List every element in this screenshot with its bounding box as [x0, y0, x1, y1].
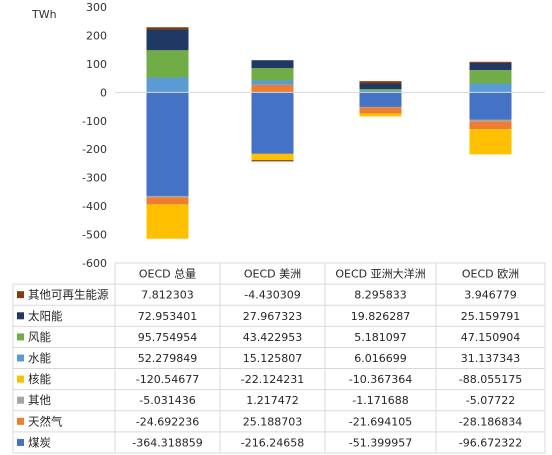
category-label: OECD 总量 [139, 267, 196, 281]
legend-swatch [17, 333, 24, 341]
table-cell: 1.217472 [246, 394, 299, 407]
table-cell: -10.367364 [349, 373, 412, 386]
table-cell: -216.24658 [241, 436, 304, 449]
bar-segment [359, 113, 402, 117]
table-cell: 31.137343 [461, 352, 521, 365]
table-cell: 7.812303 [141, 289, 194, 302]
bar-segments [146, 27, 512, 239]
table-cell: 8.295833 [354, 289, 407, 302]
bar-segment [359, 92, 402, 107]
bar-segment [251, 153, 294, 161]
table-cell: -1.171688 [352, 394, 408, 407]
y-tick-label: 200 [86, 29, 107, 42]
legend-swatch [17, 375, 24, 383]
legend-label: 风能 [28, 330, 51, 344]
legend-label: 核能 [28, 372, 51, 386]
table-cell: -120.54677 [136, 373, 199, 386]
bar-segment [251, 84, 294, 92]
bar-segment [469, 121, 512, 130]
bar-segment [251, 60, 294, 69]
legend-label: 天然气 [28, 414, 63, 428]
bar-segment [469, 83, 512, 93]
category-label: OECD 欧洲 [462, 268, 519, 281]
bar-segment [146, 204, 189, 239]
table-cell: 52.279849 [138, 352, 198, 365]
table-cell: -364.318859 [132, 436, 202, 449]
bar-segment [469, 70, 512, 84]
bar-segment [469, 62, 512, 71]
legend-swatch [17, 291, 24, 299]
legend-swatch [17, 396, 24, 404]
bar-segment [469, 92, 512, 120]
legend-swatch [17, 312, 24, 320]
table-cell: 25.188703 [243, 415, 303, 428]
bar-segment [251, 80, 294, 85]
table-cell: -4.430309 [244, 289, 300, 302]
bar-segment [469, 61, 512, 63]
bar-segment [251, 160, 294, 162]
table-cell: 43.422953 [243, 331, 303, 344]
bar-segment [469, 119, 512, 122]
table-cell: 6.016699 [354, 352, 407, 365]
table-cell: 3.946779 [464, 289, 517, 302]
legend-swatch [17, 438, 24, 446]
bar-segment [359, 89, 402, 91]
bar-segment [146, 92, 189, 196]
bar-segment [469, 129, 512, 155]
y-axis-label: TWh [31, 8, 57, 21]
y-tick-label: 0 [100, 86, 107, 99]
bar-segment [146, 50, 189, 78]
legend-label: 太阳能 [28, 309, 63, 323]
y-tick-label: -300 [82, 172, 107, 185]
category-label: OECD 亚洲大洋洲 [335, 267, 425, 281]
table-cell: -22.124231 [241, 373, 304, 386]
table-cell: -24.692236 [136, 415, 199, 428]
bar-segment [146, 197, 189, 205]
legend-label: 其他 [28, 393, 51, 407]
table-cell: -88.055175 [459, 373, 522, 386]
y-tick-label: -200 [82, 143, 107, 156]
bar-segment [251, 68, 294, 81]
legend-swatch [17, 354, 24, 362]
y-tick-label: -100 [82, 115, 107, 128]
table-cell: 25.159791 [461, 310, 521, 323]
y-tick-labels: 300 200 100 0 -100 -200 -300 -400 -500 -600 [82, 1, 107, 270]
y-tick-label: -400 [82, 200, 107, 213]
table-cell: -5.031436 [139, 394, 195, 407]
legend-label: 煤炭 [28, 435, 51, 449]
legend-label: 水能 [28, 351, 51, 365]
y-tick-label: 100 [86, 58, 107, 71]
table-cell: -21.694105 [349, 415, 412, 428]
table-cell: 72.953401 [138, 310, 198, 323]
table-cell: 5.181097 [354, 331, 407, 344]
bar-segment [146, 29, 189, 51]
table-cell: -28.186834 [459, 415, 522, 428]
table-cell: 47.150904 [461, 331, 521, 344]
bar-segment [359, 83, 402, 90]
bar-segment [359, 90, 402, 93]
bar-segment [251, 92, 294, 154]
bar-segment [359, 81, 402, 84]
bar-segment [146, 195, 189, 198]
table-cell: -51.399957 [349, 436, 412, 449]
table-cell: -5.07722 [466, 394, 515, 407]
bar-segment [146, 27, 189, 30]
y-tick-label: -500 [82, 229, 107, 242]
table-cell: 27.967323 [243, 310, 303, 323]
bar-segment [359, 107, 402, 114]
legend-swatch [17, 417, 24, 425]
table-cell: 15.125807 [243, 352, 303, 365]
category-label: OECD 美洲 [244, 268, 301, 281]
table-cell: 19.826287 [351, 310, 411, 323]
y-tick-label: -600 [82, 257, 107, 270]
y-tick-label: 300 [86, 1, 107, 14]
bar-segment [146, 77, 189, 93]
legend-label: 其他可再生能源 [28, 288, 109, 302]
table-cell: -96.672322 [459, 436, 522, 449]
table-cell: 95.754954 [138, 331, 198, 344]
